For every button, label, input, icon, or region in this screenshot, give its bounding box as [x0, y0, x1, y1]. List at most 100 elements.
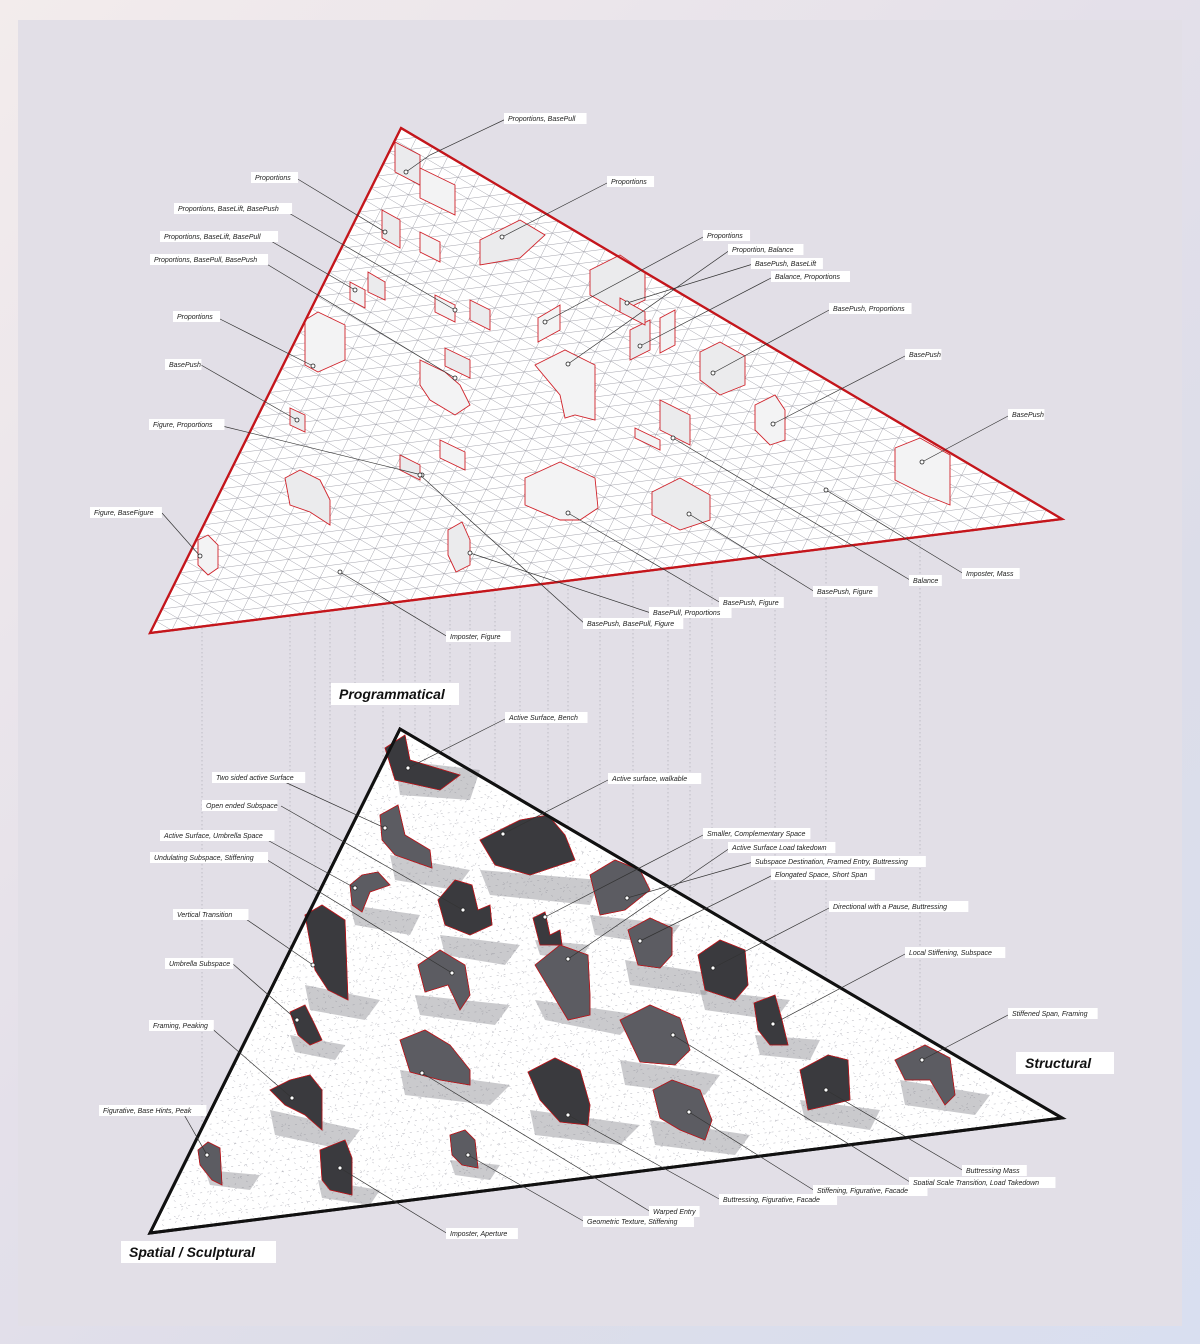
- program-volume: [444, 347, 471, 379]
- label-box: [905, 349, 942, 360]
- sculpture-edge: [697, 939, 749, 1001]
- callout-label: Umbrella Subspace: [165, 958, 300, 1023]
- leader-line: [921, 414, 1011, 463]
- leader-line: [567, 847, 731, 960]
- label-text: Directional with a Pause, Buttressing: [833, 904, 947, 911]
- leader-dot: [352, 287, 358, 293]
- sculpture-edge: [289, 1004, 323, 1046]
- label-box: [703, 230, 751, 241]
- callout-label: Directional with a Pause, Buttressing: [710, 901, 969, 971]
- leader-line: [825, 489, 965, 575]
- leader-line: [712, 308, 832, 374]
- leader-line: [295, 177, 386, 233]
- leader-dot: [499, 234, 505, 240]
- leader-dot: [637, 343, 643, 349]
- label-text: Imposter, Figure: [450, 634, 501, 641]
- leader-dot: [419, 1070, 425, 1076]
- leader-line: [469, 552, 652, 614]
- sculpture-edge: [527, 1057, 591, 1126]
- label-text: BasePush, Proportions: [833, 306, 905, 313]
- leader-dot: [823, 1087, 829, 1093]
- sculpture-edge: [384, 734, 461, 791]
- sculpture-shadow: [270, 1110, 360, 1150]
- leader-dot: [294, 1017, 300, 1023]
- callout-label: Proportions, BaseLift, BasePush: [174, 203, 458, 313]
- leader-dot: [382, 229, 388, 235]
- leader-line: [161, 512, 201, 557]
- label-text: Active Surface Load takedown: [731, 845, 827, 852]
- callout-label: Proportions: [542, 230, 751, 325]
- label-box: [909, 575, 942, 586]
- leader-line: [672, 1034, 911, 1183]
- label-text: Warped Entry: [653, 1209, 696, 1216]
- leader-line: [772, 354, 908, 425]
- label-text: BasePush: [169, 362, 201, 369]
- leader-line: [421, 1072, 652, 1213]
- sculpture-edge: [652, 1079, 713, 1141]
- title-spatial-text: Spatial / Sculptural: [129, 1244, 256, 1260]
- callout-label: Imposter, Figure: [337, 569, 511, 642]
- title-structural: Structural: [1016, 1052, 1114, 1074]
- sculpture-edge: [379, 804, 433, 869]
- program-volume: [419, 231, 441, 263]
- leader-line: [567, 1114, 722, 1201]
- leader-dot: [294, 417, 300, 423]
- callout-label: Balance, Proportions: [637, 271, 850, 349]
- callout-label: Geometric Texture, Stiffening: [465, 1152, 694, 1227]
- label-text: Elongated Space, Short Span: [775, 872, 867, 879]
- label-text: BasePush: [1012, 412, 1044, 419]
- sculpture-edge: [753, 994, 789, 1046]
- label-text: BasePush, BasePull, Figure: [587, 621, 674, 628]
- leader-line: [232, 963, 298, 1021]
- sculpture-edge: [304, 904, 349, 1001]
- label-text: Buttressing Mass: [966, 1168, 1020, 1175]
- callout-label: BasePush, Proportions: [710, 303, 912, 376]
- callout-label: Warped Entry: [419, 1070, 700, 1217]
- label-box: [751, 856, 926, 867]
- sculpture-shadow: [390, 855, 470, 890]
- label-box: [583, 1216, 694, 1227]
- label-text: Geometric Texture, Stiffening: [587, 1219, 678, 1226]
- program-volume: [381, 209, 401, 249]
- leader-line: [567, 249, 731, 365]
- callout-label: Active Surface, Umbrella Space: [160, 830, 358, 891]
- leader-line: [501, 181, 610, 238]
- leader-dot: [289, 1095, 295, 1101]
- leader-line: [639, 276, 774, 347]
- leader-dot: [337, 1165, 343, 1171]
- label-box: [728, 842, 836, 853]
- leader-line: [626, 861, 754, 899]
- leader-dot: [823, 487, 829, 493]
- callout-label: Two sided active Surface: [212, 772, 388, 831]
- label-text: Smaller, Complementary Space: [707, 831, 806, 838]
- program-volume: [197, 534, 219, 576]
- label-box: [771, 271, 850, 282]
- label-box: [173, 909, 249, 920]
- sculpture-edge: [532, 911, 563, 946]
- label-box: [728, 244, 804, 255]
- structural-labels: Active Surface, Bench Two sided active Su…: [99, 712, 1098, 1239]
- leader-line: [239, 914, 314, 966]
- label-text: Figure, Proportions: [153, 422, 213, 429]
- label-text: Subspace Destination, Framed Entry, Butt…: [755, 859, 908, 866]
- callout-label: Imposter, Aperture: [337, 1165, 518, 1239]
- leader-line: [419, 474, 586, 625]
- program-volume: [304, 311, 346, 373]
- leader-dot: [403, 169, 409, 175]
- callout-label: Active Surface Load takedown: [565, 842, 836, 962]
- callout-label: BasePush, BasePull, Figure: [417, 472, 684, 629]
- label-text: BasePush, Figure: [723, 600, 779, 607]
- callout-label: Proportions, BasePull, BasePush: [150, 254, 458, 381]
- leader-dot: [500, 831, 506, 837]
- sculpture-shadow: [350, 905, 420, 935]
- callout-label: Local Stiffening, Subspace: [770, 947, 1006, 1027]
- title-spatial: Spatial / Sculptural: [121, 1241, 276, 1263]
- leader-line: [263, 857, 453, 974]
- sculpture-edge: [349, 871, 391, 913]
- sculpture-shadow: [415, 995, 510, 1025]
- sculpture-shadow: [290, 1035, 345, 1060]
- label-box: [813, 586, 878, 597]
- program-volume: [699, 341, 746, 396]
- sculpture-edge: [449, 1129, 479, 1169]
- title-structural-text: Structural: [1025, 1055, 1092, 1071]
